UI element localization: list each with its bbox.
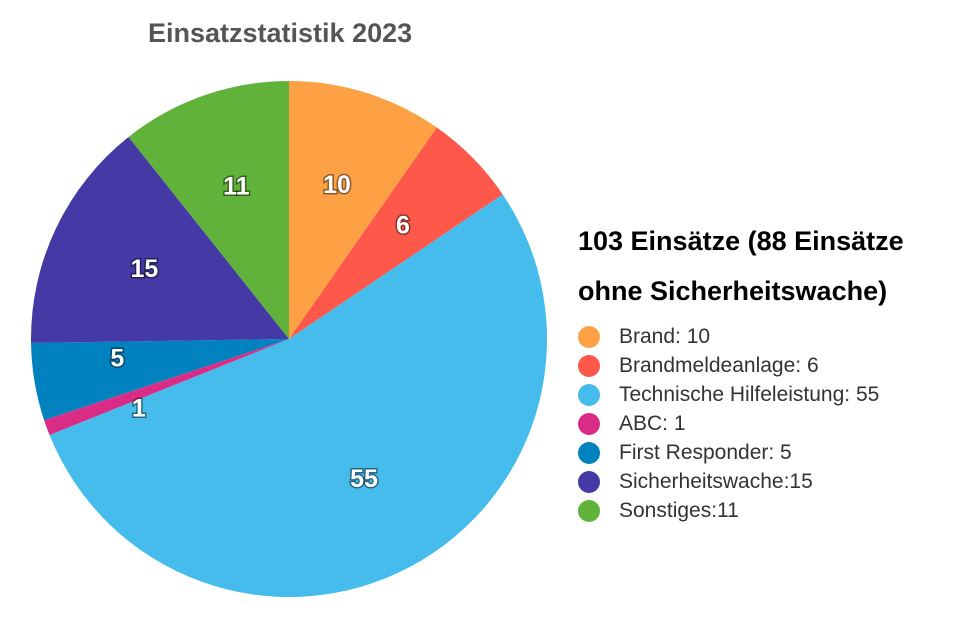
- slice-value-label: 1: [132, 395, 146, 423]
- legend-swatch: [578, 412, 600, 435]
- slice-value-label: 11: [223, 173, 250, 201]
- legend-label: Technische Hilfeleistung: 55: [619, 382, 880, 406]
- legend-swatch: [578, 325, 600, 348]
- legend-item: Brand: 10: [578, 322, 958, 351]
- legend-label: ABC: 1: [619, 411, 686, 435]
- pie-slice: [31, 339, 290, 421]
- legend: 103 Einsätze (88 Einsätze ohne Sicherhei…: [578, 216, 958, 525]
- legend-item: ABC: 1: [578, 409, 958, 438]
- legend-swatch: [578, 354, 600, 377]
- pie-slice: [289, 81, 437, 339]
- legend-item: Technische Hilfeleistung: 55: [578, 380, 958, 409]
- legend-label: Sicherheitswache:15: [619, 469, 813, 493]
- legend-label: First Responder: 5: [619, 440, 792, 464]
- legend-swatch: [578, 499, 600, 522]
- legend-label: Brandmeldeanlage: 6: [619, 353, 819, 377]
- legend-label: Sonstiges:11: [619, 498, 739, 522]
- pie-slice: [289, 127, 503, 339]
- pie-slice: [44, 339, 289, 435]
- legend-swatch: [578, 441, 600, 464]
- slice-value-label: 6: [396, 211, 410, 239]
- legend-item: First Responder: 5: [578, 438, 958, 467]
- pie-slice: [128, 81, 289, 339]
- legend-swatch: [578, 470, 600, 493]
- slice-value-label: 10: [323, 171, 351, 199]
- pie-slice: [31, 136, 290, 343]
- legend-item: Sicherheitswache:15: [578, 467, 958, 496]
- pie-slice: [49, 194, 548, 598]
- legend-title: 103 Einsätze (88 Einsätze ohne Sicherhei…: [578, 226, 904, 306]
- legend-swatch: [578, 383, 600, 406]
- chart-title: Einsatzstatistik 2023: [148, 18, 413, 48]
- slice-value-label: 15: [131, 255, 159, 283]
- pie-chart: 10 6 55 15 15 11: [31, 81, 548, 598]
- legend-item: Brandmeldeanlage: 6: [578, 351, 958, 380]
- legend-label: Brand: 10: [619, 324, 711, 348]
- slice-value-label: 5: [110, 344, 124, 372]
- slice-value-label: 55: [350, 465, 378, 493]
- legend-item: Sonstiges:11: [578, 496, 958, 525]
- legend-list: Brand: 10 Brandmeldeanlage: 6 Technische H…: [578, 322, 958, 525]
